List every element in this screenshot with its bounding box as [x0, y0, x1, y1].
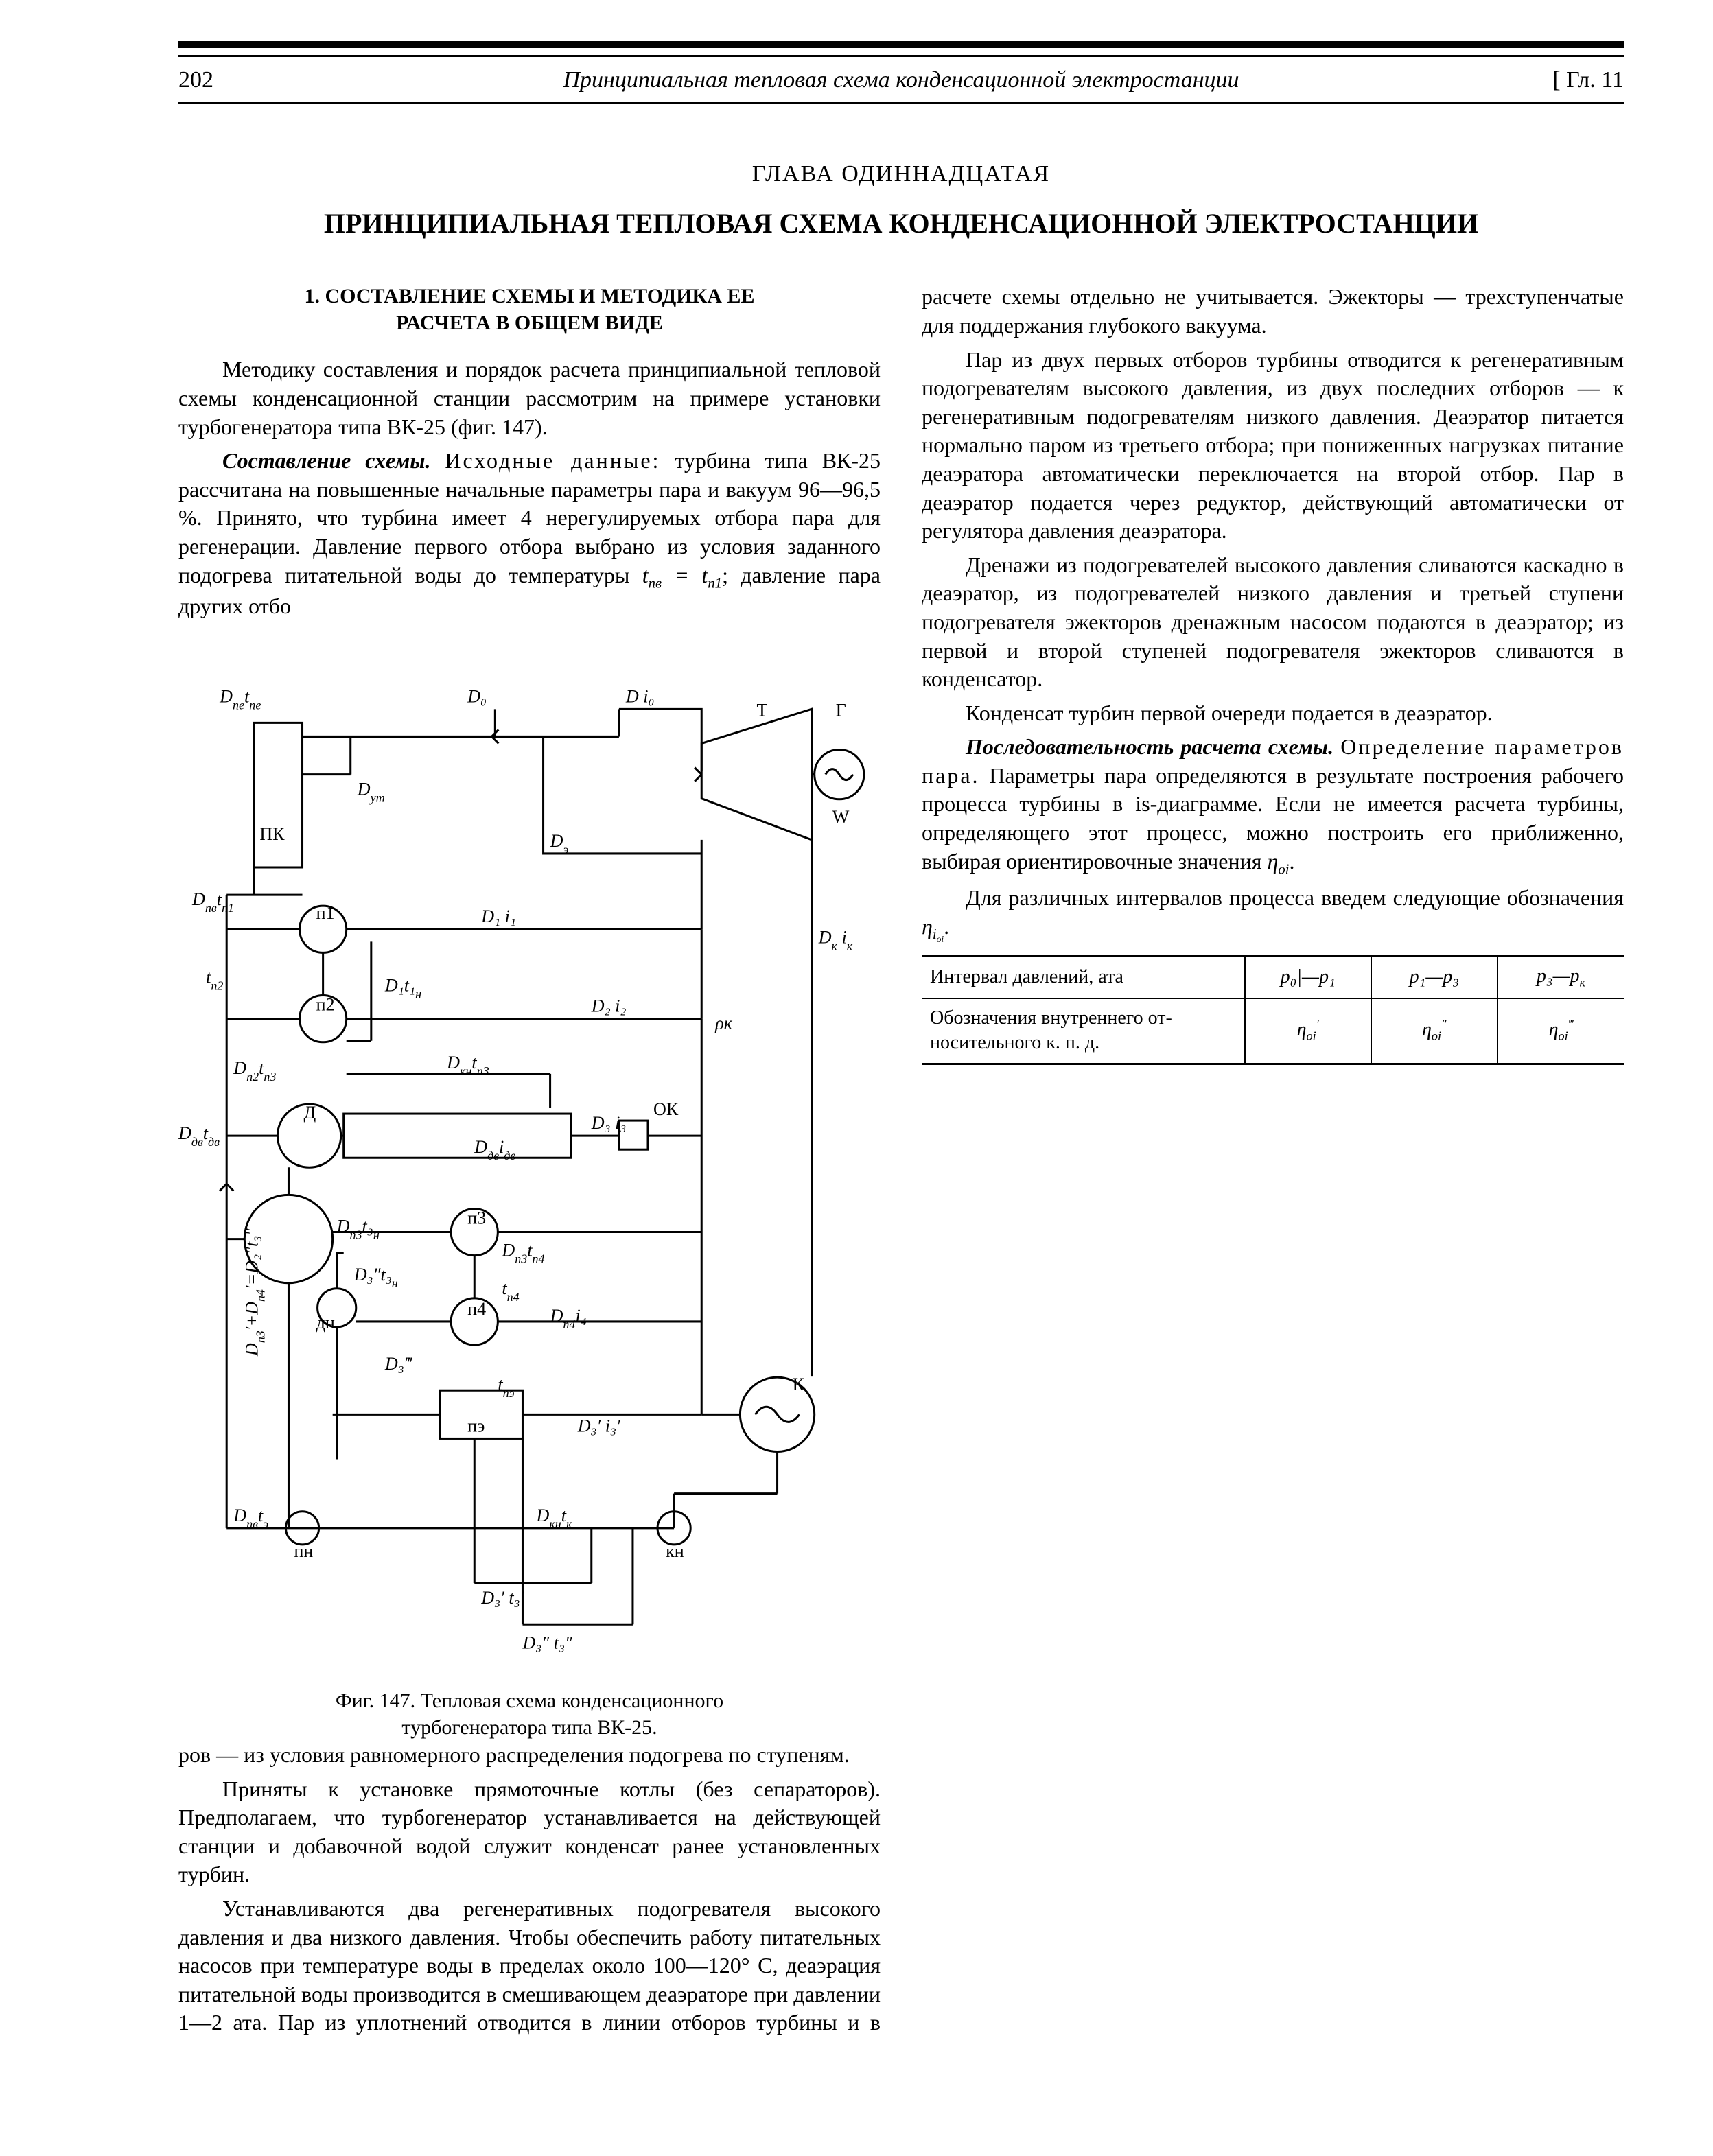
para-10-eta: ηioi — [922, 914, 944, 939]
section-1-head: 1. СОСТАВЛЕНИЕ СХЕМЫ И МЕТОДИКА ЕЕ РАСЧЕ… — [178, 283, 881, 336]
lbl-W: W — [832, 806, 850, 826]
lbl-tpE: tпэ — [498, 1374, 514, 1400]
lbl-T: Т — [756, 700, 767, 720]
lbl-DpB: Dпвtп1 — [191, 889, 234, 915]
eta-table: Интервал давлений, ата p₀|—p₁ p₁—p₃ p₃—p… — [922, 955, 1624, 1065]
lbl-DpBte: Dпвtэ — [233, 1505, 268, 1530]
lbl-K: К — [793, 1374, 805, 1394]
lbl-D3i3: D₃ i₃ — [591, 1113, 627, 1133]
para-6: Пар из двух первых отборов турбины отво­… — [922, 346, 1624, 546]
lbl-D3pp-t3pp: D₃″ t₃″ — [522, 1632, 573, 1652]
lbl-PK: ПК — [259, 823, 285, 843]
figure-147: Dпеtпе D₀ D i₀ Т Г Dут ПК Dэ W Dпвtп1 п1… — [178, 633, 881, 1741]
lbl-kH: кн — [666, 1540, 684, 1560]
lbl-dH: дн — [316, 1313, 335, 1333]
para-10-tail: . — [944, 914, 949, 939]
lbl-Dk: Dк iк — [818, 927, 853, 952]
tbl-h4: p₃—pк — [1498, 956, 1624, 998]
figure-147-caption-l2: турбогенератора типа ВК-25. — [401, 1716, 657, 1739]
tbl-r1c1: Обозначения внутреннего от­носительного … — [922, 998, 1245, 1064]
tbl-h2: p₀|—p₁ — [1245, 956, 1371, 998]
lbl-Dp3t4: Dп3tп4 — [501, 1240, 544, 1265]
lbl-Dp2t3: Dп2tп3 — [233, 1057, 276, 1083]
para-2-lead: Составление схемы. — [222, 448, 431, 473]
lbl-OK: ОК — [653, 1099, 679, 1119]
page-top-heavy-rule — [178, 41, 1624, 48]
para-1: Методику составления и порядок расчета п… — [178, 355, 881, 441]
lbl-G: Г — [836, 700, 846, 720]
tbl-h1: Интервал давлений, ата — [922, 956, 1245, 998]
figure-147-caption: Фиг. 147. Тепловая схема конденсационног… — [178, 1687, 881, 1741]
para-9-eta: ηoi — [1267, 849, 1289, 874]
running-right: [ Гл. 11 — [1528, 65, 1624, 95]
lbl-Dut: Dут — [357, 779, 385, 804]
section-1-head-line1: 1. СОСТАВЛЕНИЕ СХЕМЫ И МЕТОДИКА ЕЕ — [305, 285, 755, 307]
chapter-overline: ГЛАВА ОДИННАДЦАТАЯ — [178, 159, 1624, 189]
running-head: 202 Принципиальная тепловая схема конден… — [178, 65, 1624, 95]
chapter-title: ПРИНЦИПИАЛЬНАЯ ТЕПЛОВАЯ СХЕМА КОНДЕНСАЦИ… — [178, 206, 1624, 242]
lbl-tp4: tп4 — [502, 1278, 519, 1303]
lbl-D3ppp: D₃‴ — [384, 1354, 413, 1374]
para-2: Составление схемы. Исходные дан­ные: тур… — [178, 447, 881, 620]
lbl-p3: п3 — [467, 1208, 486, 1228]
lbl-D3p-t3p: D₃′ t₃′ — [480, 1588, 524, 1608]
section-1-head-line2: РАСЧЕТА В ОБЩЕМ ВИДЕ — [396, 312, 663, 334]
figure-147-caption-l1: Фиг. 147. Тепловая схема конденсационног… — [336, 1689, 723, 1712]
lbl-D1t1H: D₁t₁н — [384, 975, 421, 1000]
lbl-p1: п1 — [316, 903, 335, 923]
lbl-D3ppt3H: D₃″t₃н — [353, 1264, 398, 1289]
lbl-D2i2: D₂ i₂ — [591, 996, 627, 1016]
lbl-pE: пэ — [467, 1416, 485, 1436]
lbl-Dp4i4: Dп4i₄ — [550, 1305, 587, 1331]
lbl-tp2: tп2 — [206, 967, 223, 992]
lbl-Di0: D i₀ — [625, 686, 655, 706]
lbl-rhok: ρк — [714, 1013, 733, 1033]
lbl-D3: Dэ — [550, 830, 569, 856]
running-title: Принципиальная тепловая схема конденсаци… — [275, 65, 1528, 95]
figure-147-svg: Dпеtпе D₀ D i₀ Т Г Dут ПК Dэ W Dпвtп1 п1… — [178, 633, 881, 1679]
page-number: 202 — [178, 65, 275, 95]
lbl-D1i1: D₁ i₁ — [480, 906, 516, 926]
para-4: Приняты к установке прямоточные котлы (б… — [178, 1775, 881, 1889]
tbl-r1c3: ηoi″ — [1371, 998, 1498, 1064]
lbl-p4: п4 — [467, 1298, 486, 1318]
lbl-left-vert: Dп3′+Dп4′=D₂″t₃″ — [242, 1227, 267, 1356]
para-7: Дренажи из подогревателей высокого дав­л… — [922, 551, 1624, 694]
lbl-D: Д — [304, 1103, 316, 1123]
para-9: Последовательность расчета схемы. Опреде… — [922, 733, 1624, 878]
running-rule — [178, 102, 1624, 104]
lbl-D3pi3p: D₃′ i₃′ — [577, 1416, 621, 1436]
lbl-Dpe: Dпеtпе — [219, 686, 261, 712]
para-2-sub: Исходные дан­ные: — [445, 448, 660, 473]
page-top-thin-rule — [178, 55, 1624, 57]
lbl-Dp3t3H: Dп3t₃н — [336, 1216, 380, 1241]
para-9-tail: . — [1290, 849, 1295, 874]
para-2-math: tпв = tп1 — [642, 563, 722, 587]
lbl-DkHtk: Dкнtк — [536, 1505, 572, 1530]
two-column-area: 1. СОСТАВЛЕНИЕ СХЕМЫ И МЕТОДИКА ЕЕ РАСЧЕ… — [178, 283, 1624, 2039]
para-8: Конденсат турбин первой очереди подается… — [922, 699, 1624, 728]
tbl-r1c2: ηoi′ — [1245, 998, 1371, 1064]
para-10-body: Для различных интервалов процесса вве­де… — [966, 885, 1624, 910]
para-3: ров — из условия равномерного распределе… — [178, 1741, 881, 1770]
para-10: Для различных интервалов процесса вве­де… — [922, 884, 1624, 946]
lbl-pH: пн — [294, 1540, 313, 1560]
lbl-D0: D₀ — [467, 686, 487, 706]
lbl-p2: п2 — [316, 994, 335, 1014]
para-9-lead: Последовательность расчета схемы. — [966, 734, 1333, 759]
tbl-h3: p₁—p₃ — [1371, 956, 1498, 998]
tbl-r1c4: ηoi‴ — [1498, 998, 1624, 1064]
lbl-DdB: Dдвtдв — [178, 1123, 220, 1149]
